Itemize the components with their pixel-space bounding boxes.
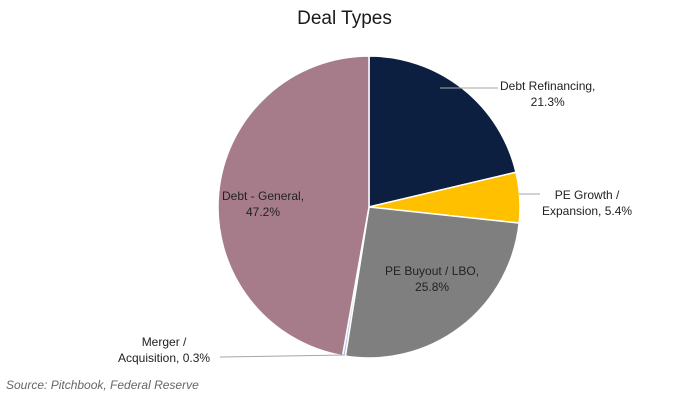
slice-debt-general <box>217 55 370 357</box>
label-line: Debt Refinancing, <box>500 79 596 93</box>
slice-debt-refinancing <box>368 55 517 208</box>
label-pe-growth: PE Growth / Expansion, 5.4% <box>542 187 632 219</box>
label-value: 47.2% <box>246 205 281 219</box>
label-debt-refinancing: Debt Refinancing, 21.3% <box>500 78 595 110</box>
label-line: PE Buyout / LBO, <box>385 264 480 278</box>
leader-line <box>219 354 346 358</box>
label-value: 21.3% <box>530 95 565 109</box>
source-note: Source: Pitchbook, Federal Reserve <box>6 378 199 392</box>
label-pe-buyout: PE Buyout / LBO, 25.8% <box>385 263 479 295</box>
label-merger: Merger / Acquisition, 0.3% <box>118 334 210 366</box>
label-value: Expansion, 5.4% <box>542 204 633 218</box>
label-value: Acquisition, 0.3% <box>118 351 211 365</box>
label-line: PE Growth / <box>554 188 620 202</box>
label-line: Debt - General, <box>222 189 305 203</box>
slice-pe-buyout <box>344 206 520 359</box>
chart-title: Deal Types <box>297 8 392 29</box>
label-line: Merger / <box>141 335 187 349</box>
label-value: 25.8% <box>415 280 450 294</box>
label-debt-general: Debt - General, 47.2% <box>222 188 304 220</box>
